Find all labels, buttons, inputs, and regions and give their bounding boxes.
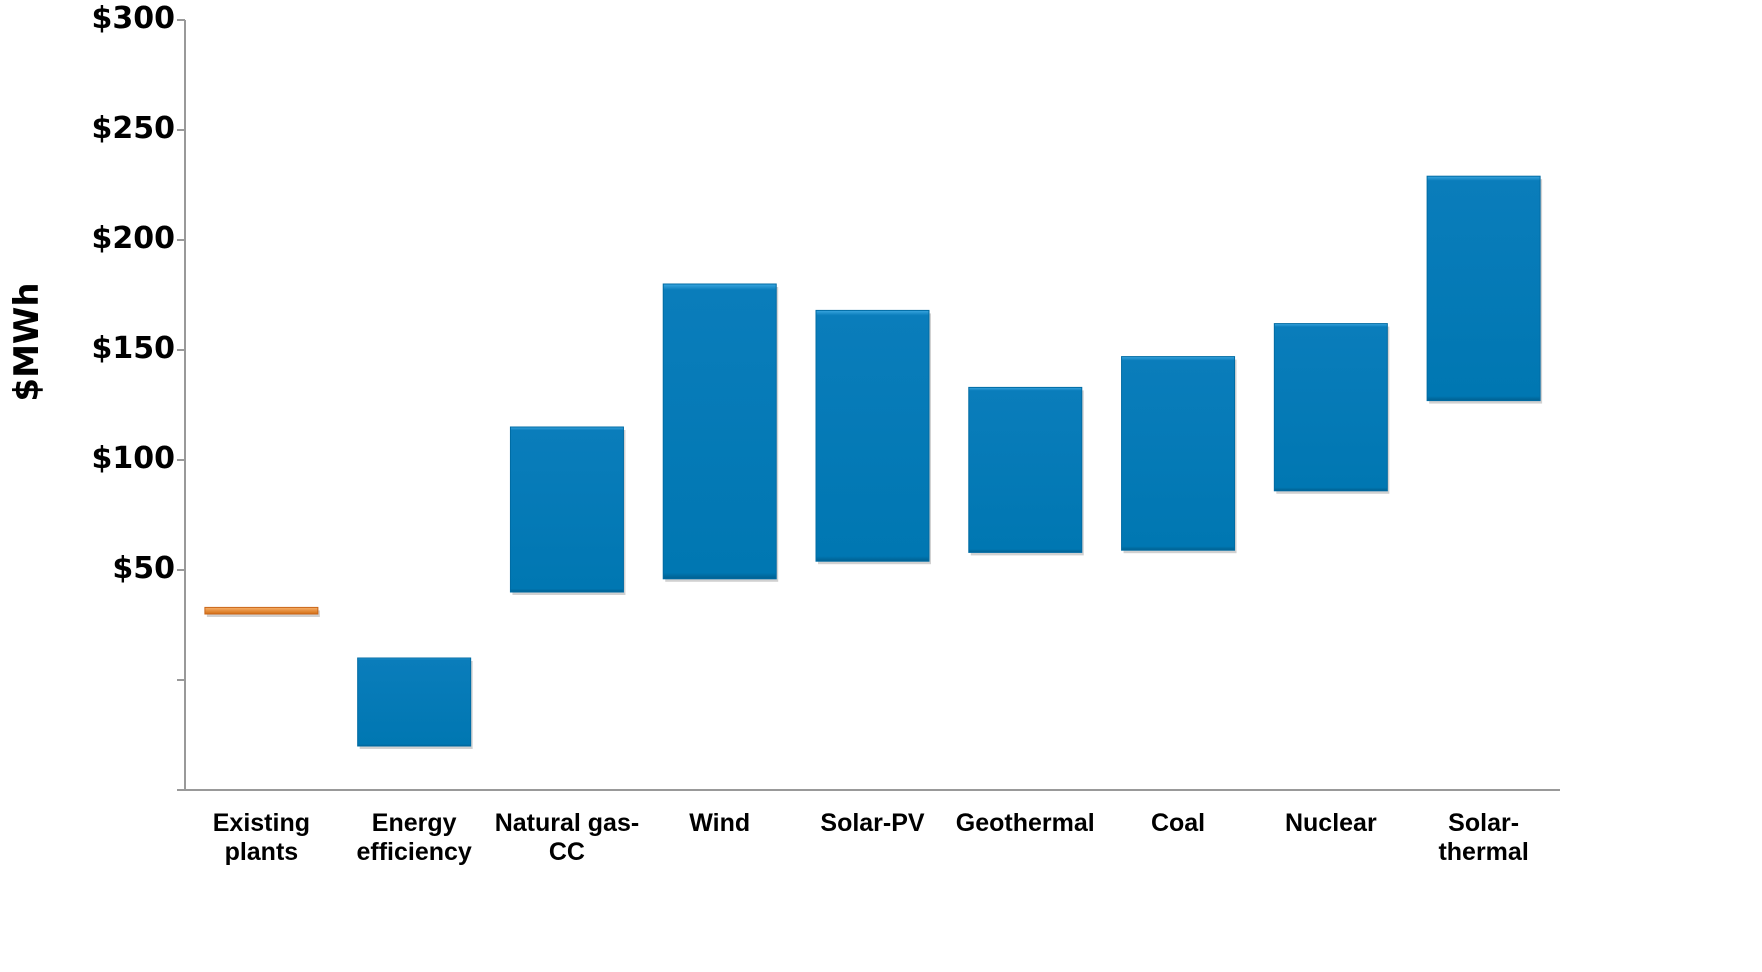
bar xyxy=(662,283,779,582)
y-tick-label: $300 xyxy=(92,1,176,36)
bar xyxy=(1121,356,1237,554)
y-axis-title: $MWh xyxy=(7,282,47,401)
bar xyxy=(1426,175,1543,404)
y-tick-label: $200 xyxy=(92,221,176,256)
bar xyxy=(815,309,931,565)
x-tick-label: Nuclear xyxy=(1285,809,1377,837)
bar-range xyxy=(662,283,777,580)
bars xyxy=(204,175,1543,749)
y-tick-label: $100 xyxy=(92,441,176,476)
x-tick-labels: Existing plants Energy efficiency Natural ga… xyxy=(213,809,1529,866)
y-tick-labels: $50 $100 $150 $200 $250 $300 xyxy=(92,1,176,586)
x-tick-label: Wind xyxy=(689,809,750,837)
bar xyxy=(968,386,1084,556)
y-tick-label: $150 xyxy=(92,331,176,366)
bar xyxy=(204,606,320,617)
bar-range xyxy=(1426,175,1541,402)
axes xyxy=(177,19,1560,791)
bar xyxy=(509,426,626,595)
bar xyxy=(1273,323,1390,494)
bar-existing-plants xyxy=(204,606,319,615)
bar-range xyxy=(968,386,1083,553)
y-tick-label: $250 xyxy=(92,111,176,146)
bar-range xyxy=(1273,323,1388,492)
x-tick-label: Energy efficiency xyxy=(356,809,471,866)
x-tick-label: Solar-PV xyxy=(820,809,925,837)
y-tick-label: $50 xyxy=(112,551,175,586)
bar-range xyxy=(509,426,624,593)
x-tick-label: Geothermal xyxy=(956,809,1095,837)
x-tick-label: Natural gas-CC xyxy=(495,809,639,866)
bar-range xyxy=(1121,356,1236,551)
bar-range xyxy=(815,309,930,562)
bar xyxy=(357,657,473,749)
bar-range xyxy=(357,657,472,747)
x-tick-label: Coal xyxy=(1151,809,1205,837)
x-tick-label: Solar-thermal xyxy=(1438,809,1528,866)
x-tick-label: Existing plants xyxy=(213,809,310,866)
